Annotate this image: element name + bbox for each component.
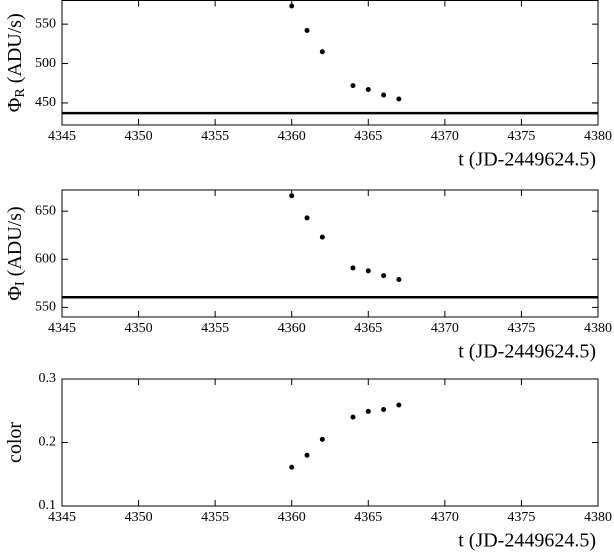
x-tick-label: 4365 — [354, 510, 382, 525]
plot-frame — [61, 378, 599, 507]
point — [289, 3, 295, 9]
y-axis-label-symbol: Φ — [4, 97, 26, 112]
point — [396, 276, 402, 282]
y-axis-label: ΦR (ADU/s) — [4, 13, 29, 112]
x-tick-label: 4355 — [201, 510, 229, 525]
y-tick-label: 550 — [35, 300, 56, 315]
x-tick-label: 4345 — [48, 321, 76, 336]
x-tick-label: 4365 — [354, 321, 382, 336]
x-tick-label: 4360 — [278, 129, 306, 144]
x-tick-label: 4375 — [507, 129, 535, 144]
x-tick-label: 4350 — [125, 510, 153, 525]
y-tick-label: 600 — [35, 251, 56, 266]
x-tick-label: 4345 — [48, 129, 76, 144]
x-tick-label: 4350 — [125, 129, 153, 144]
x-tick-label: 4370 — [431, 321, 459, 336]
point — [365, 408, 371, 414]
panel: 4345 4350 4355 4360 4365 4370 4375 4380 0.1 0.2 0.… — [4, 371, 612, 551]
x-tick-label: 4375 — [507, 321, 535, 336]
y-tick-label: 550 — [35, 16, 56, 31]
y-axis-label-unit: (ADU/s) — [4, 13, 26, 83]
x-tick-label: 4360 — [278, 510, 306, 525]
y-axis-label: color — [4, 422, 26, 463]
x-tick-label: 4380 — [584, 129, 612, 144]
point — [319, 234, 325, 240]
y-tick-label: 650 — [35, 203, 56, 218]
x-axis-label: t (JD-2449624.5) — [458, 530, 596, 552]
point — [381, 406, 387, 412]
x-tick-label: 4345 — [48, 510, 76, 525]
x-tick-label: 4360 — [278, 321, 306, 336]
x-tick-label: 4380 — [584, 321, 612, 336]
plot-frame — [61, 0, 599, 126]
y-tick-label: 500 — [35, 56, 56, 71]
y-axis-label-unit: (ADU/s) — [4, 206, 26, 276]
y-tick-label: 0.2 — [39, 435, 57, 450]
x-tick-label: 4350 — [125, 321, 153, 336]
y-axis-label: ΦI (ADU/s) — [4, 206, 29, 300]
point — [396, 402, 402, 408]
point — [350, 414, 356, 420]
y-axis-label-subscript: I — [13, 281, 28, 286]
x-axis-label: t (JD-2449624.5) — [458, 149, 596, 171]
point — [319, 436, 325, 442]
x-tick-label: 4370 — [431, 510, 459, 525]
x-tick-label: 4365 — [354, 129, 382, 144]
y-tick-label: 450 — [35, 95, 56, 110]
point — [350, 265, 356, 271]
point — [289, 464, 295, 470]
x-tick-label: 4370 — [431, 129, 459, 144]
point — [365, 268, 371, 274]
y-tick-label: 0.3 — [39, 371, 57, 386]
point — [304, 452, 310, 458]
point — [304, 27, 310, 33]
point — [289, 193, 295, 199]
y-axis-label-symbol: Φ — [4, 286, 26, 301]
plot-frame — [61, 189, 599, 318]
point — [319, 49, 325, 55]
panel: 4345 4350 4355 4360 4365 4370 4375 4380 450 500 55… — [4, 0, 612, 171]
point — [396, 96, 402, 102]
x-tick-label: 4355 — [201, 321, 229, 336]
point — [350, 83, 356, 89]
point — [365, 87, 371, 93]
y-axis-label-symbol: color — [4, 422, 26, 463]
y-tick-label: 0.1 — [39, 498, 57, 513]
x-tick-label: 4375 — [507, 510, 535, 525]
x-tick-label: 4355 — [201, 129, 229, 144]
point — [381, 273, 387, 279]
x-tick-label: 4380 — [584, 510, 612, 525]
point — [304, 215, 310, 221]
y-axis-label-subscript: R — [13, 88, 28, 98]
panel: 4345 4350 4355 4360 4365 4370 4375 4380 550 600 65… — [4, 189, 612, 363]
x-axis-label: t (JD-2449624.5) — [458, 341, 596, 363]
point — [381, 92, 387, 98]
